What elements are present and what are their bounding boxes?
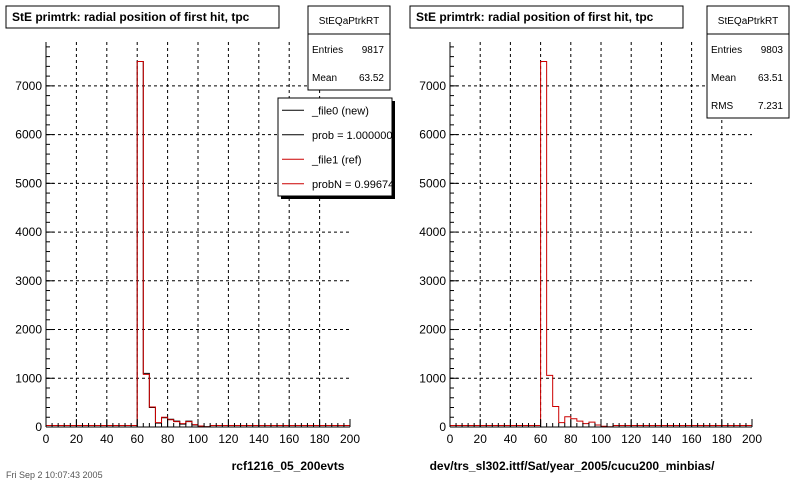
right-stats-label: RMS: [711, 101, 734, 112]
left-y-tick-label: 3000: [15, 274, 42, 288]
right-x-tick-label: 60: [534, 432, 548, 446]
left-stats-label: Mean: [312, 73, 337, 84]
left-stats-box: [307, 5, 391, 91]
left-chart-title: StE primtrk: radial position of first hi…: [12, 10, 250, 24]
right-stats-label: Mean: [711, 73, 736, 84]
left-plot-area: 0 20 40 60 80 100 120 140 160 180 2000100020003000…: [15, 5, 395, 446]
right-x-tick-label: 40: [504, 432, 518, 446]
left-stats-name: StEQaPtrkRT: [319, 16, 379, 27]
right-y-tick-label: 0: [439, 420, 446, 434]
left-x-tick-label: 60: [131, 432, 145, 446]
right-stats-name: StEQaPtrkRT: [718, 16, 778, 27]
left-x-tick-label: 180: [310, 432, 330, 446]
right-y-tick-label: 4000: [419, 225, 446, 239]
right-y-tick-label: 6000: [419, 128, 446, 142]
right-histogram-panel: StE primtrk: radial position of first hi…: [409, 5, 790, 473]
right-x-tick-label: 80: [564, 432, 578, 446]
right-chart-title: StE primtrk: radial position of first hi…: [416, 10, 654, 24]
right-x-tick-label: 120: [621, 432, 641, 446]
right-y-tick-label: 7000: [419, 79, 446, 93]
left-legend-label-1: prob = 1.000000: [312, 130, 392, 142]
right-x-axis-label: dev/trs_sl302.ittf/Sat/year_2005/cucu200…: [430, 459, 715, 473]
right-stats-value: 7.231: [758, 101, 783, 112]
right-stats-value: 63.51: [758, 73, 783, 84]
left-x-tick-label: 160: [279, 432, 299, 446]
right-y-tick-label: 3000: [419, 274, 446, 288]
right-y-tick-label: 5000: [419, 176, 446, 190]
left-stats-value: 9817: [362, 45, 385, 56]
left-y-tick-label: 2000: [15, 323, 42, 337]
right-y-tick-label: 2000: [419, 323, 446, 337]
left-legend-label-3: probN = 0.99674: [312, 179, 394, 191]
left-legend-label-0: _file0 (new): [311, 105, 369, 117]
right-x-tick-label: 140: [651, 432, 671, 446]
right-stats-label: Entries: [711, 45, 742, 56]
right-x-tick-label: 180: [712, 432, 732, 446]
left-legend-box: [277, 97, 393, 197]
left-y-tick-label: 0: [35, 420, 42, 434]
right-stats-box: [706, 5, 790, 119]
right-y-tick-label: 1000: [419, 371, 446, 385]
left-x-tick-label: 80: [161, 432, 175, 446]
right-title-box: [409, 5, 684, 29]
right-x-tick-label: 20: [474, 432, 488, 446]
left-histogram-panel: StE primtrk: radial position of first hi…: [5, 5, 395, 473]
left-x-tick-label: 200: [340, 432, 360, 446]
right-x-tick-label: 0: [447, 432, 454, 446]
left-x-tick-label: 20: [70, 432, 84, 446]
right-x-tick-label: 200: [742, 432, 762, 446]
left-y-tick-label: 7000: [15, 79, 42, 93]
left-x-axis-label: rcf1216_05_200evts: [232, 459, 345, 473]
left-y-tick-label: 1000: [15, 371, 42, 385]
left-x-tick-label: 40: [100, 432, 114, 446]
right-histogram-series-0: [450, 60, 752, 428]
footer-timestamp: Fri Sep 2 10:07:43 2005: [6, 470, 103, 480]
left-stats-value: 63.52: [359, 73, 384, 84]
left-y-tick-label: 5000: [15, 176, 42, 190]
right-x-tick-label: 160: [682, 432, 702, 446]
left-x-tick-label: 140: [249, 432, 269, 446]
right-plot-area: 0 20 40 60 80 100 120 140 160 180 2000100020003000…: [419, 5, 790, 446]
right-x-tick-label: 100: [591, 432, 611, 446]
left-y-tick-label: 6000: [15, 128, 42, 142]
left-x-tick-label: 0: [43, 432, 50, 446]
left-stats-label: Entries: [312, 45, 343, 56]
left-legend-label-2: _file1 (ref): [311, 154, 362, 166]
left-title-box: [5, 5, 280, 29]
right-stats-value: 9803: [761, 45, 784, 56]
left-y-tick-label: 4000: [15, 225, 42, 239]
left-x-tick-label: 120: [218, 432, 238, 446]
left-x-tick-label: 100: [188, 432, 208, 446]
left-histogram-series-1: [46, 60, 350, 428]
